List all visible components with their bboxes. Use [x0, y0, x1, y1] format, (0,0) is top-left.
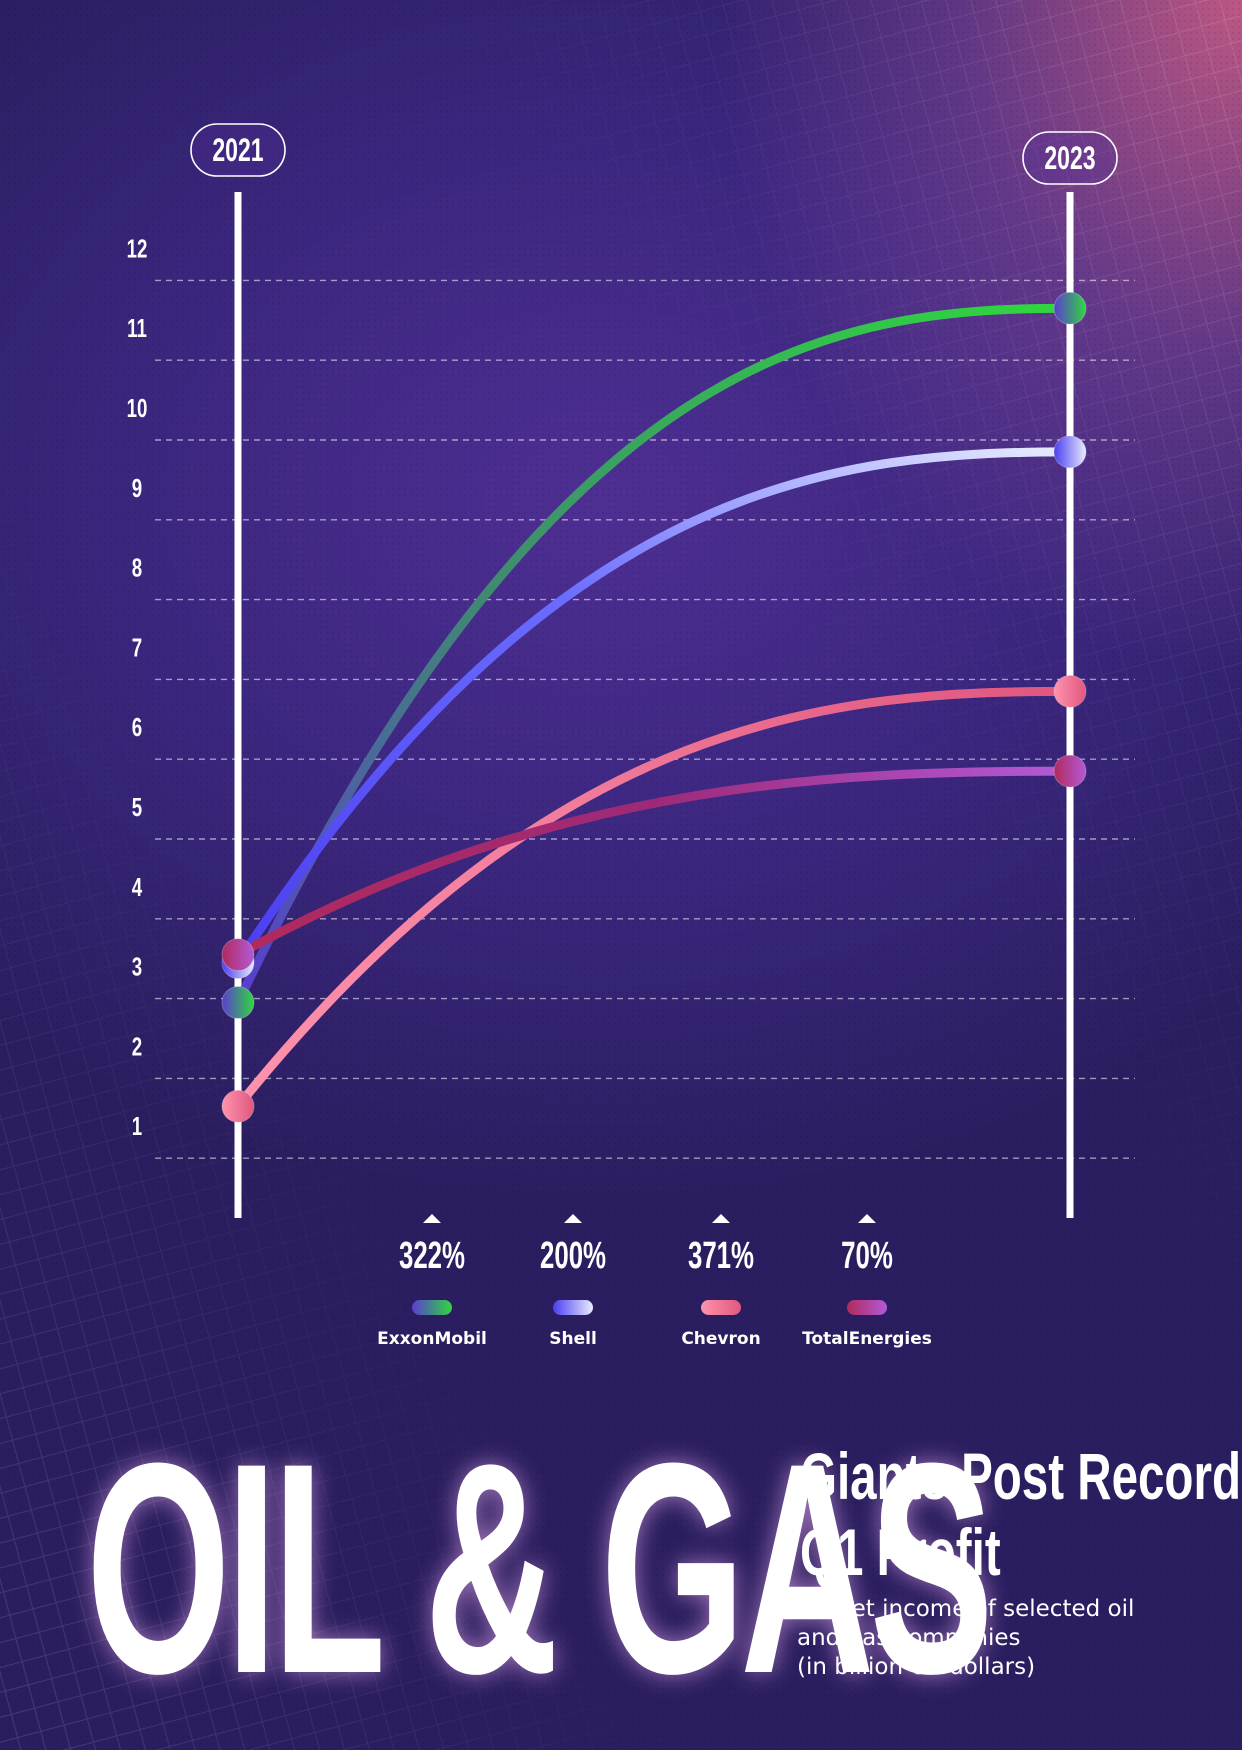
- change-label-shell: 200%: [540, 1234, 606, 1276]
- point-exxonmobil-2021: [221, 986, 255, 1020]
- y-tick-label: 2: [132, 1031, 142, 1061]
- series-line-exxonmobil: [233, 303, 1075, 1008]
- series-lines: [233, 303, 1075, 1111]
- legend-label-totalenergies: TotalEnergies: [802, 1329, 932, 1349]
- y-tick-label: 12: [127, 233, 148, 263]
- change-label-chevron: 371%: [688, 1234, 754, 1276]
- up-arrow-icon: [564, 1214, 582, 1223]
- year-pill-2023: [1022, 131, 1118, 185]
- subtitle: Q1 net income of selected oil and gas co…: [797, 1595, 1217, 1682]
- subtitle-line-1: Q1 net income of selected oil: [797, 1596, 1135, 1622]
- point-shell-2023: [1053, 435, 1087, 469]
- legend-swatch-chevron: [701, 1300, 741, 1315]
- change-label-exxonmobil: 322%: [399, 1234, 465, 1276]
- legend-label-exxonmobil: ExxonMobil: [377, 1329, 487, 1349]
- year-pill-2021: [190, 123, 286, 177]
- y-tick-label: 8: [132, 552, 142, 582]
- y-tick-label: 10: [127, 393, 148, 423]
- series-line-chevron: [233, 686, 1075, 1111]
- legend-swatch-exxonmobil: [412, 1300, 452, 1315]
- point-totalenergies-2021: [221, 938, 255, 972]
- point-totalenergies-2023: [1053, 754, 1087, 788]
- legend-label-shell: Shell: [549, 1329, 597, 1349]
- y-tick-label: 11: [127, 313, 147, 343]
- y-tick-label: 5: [132, 792, 142, 822]
- point-exxonmobil-2023: [1053, 291, 1087, 325]
- series-points: [221, 291, 1087, 1123]
- x-tick-label: 2023: [1044, 140, 1095, 176]
- series-line-totalenergies: [233, 766, 1075, 960]
- up-arrow-icon: [858, 1214, 876, 1223]
- series-line-shell: [233, 447, 1075, 968]
- legend-swatch-shell: [553, 1300, 593, 1315]
- up-arrow-icon: [712, 1214, 730, 1223]
- legend-label-chevron: Chevron: [681, 1329, 760, 1349]
- x-tick-label: 2021: [212, 132, 263, 168]
- headline-line-2: Q1 Profit: [800, 1515, 1001, 1589]
- subtitle-line-2: and gas companies: [797, 1625, 1021, 1651]
- y-tick-label: 9: [132, 473, 142, 503]
- subtitle-line-3: (in billion US dollars): [797, 1654, 1036, 1680]
- up-arrow-icon: [423, 1214, 441, 1223]
- change-label-totalenergies: 70%: [841, 1234, 893, 1276]
- grid-lines: [155, 279, 1135, 1159]
- y-tick-label: 7: [132, 632, 142, 662]
- headline: Giants Post Record Q1 Profit: [800, 1438, 1241, 1590]
- y-tick-label: 6: [132, 712, 142, 742]
- legend: 322% ExxonMobil 200% Shell 371% Chevron 70% Tot…: [377, 1214, 932, 1349]
- point-chevron-2021: [221, 1089, 255, 1123]
- point-chevron-2023: [1053, 674, 1087, 708]
- headline-line-1: Giants Post Record: [800, 1439, 1241, 1513]
- y-tick-label: 4: [132, 872, 143, 902]
- y-tick-label: 1: [132, 1111, 142, 1141]
- y-tick-label: 3: [132, 951, 142, 981]
- legend-swatch-totalenergies: [847, 1300, 887, 1315]
- hero-title: OIL & GAS: [86, 1418, 994, 1718]
